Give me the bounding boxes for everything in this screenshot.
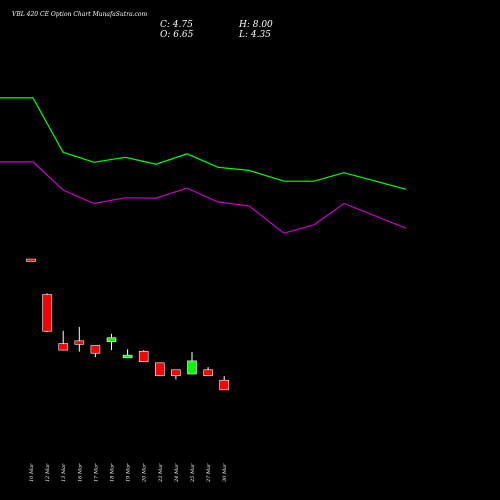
- candle-body: [219, 379, 229, 391]
- x-tick-label: 20 Mar: [142, 463, 148, 483]
- lower-indicator-line: [0, 161, 407, 234]
- close-value: C: 4.75: [160, 20, 193, 30]
- candle-body: [74, 340, 85, 345]
- candle-body: [90, 345, 101, 354]
- x-tick-label: 13 Mar: [61, 463, 67, 482]
- x-tick-label: 12 Mar: [45, 463, 51, 482]
- candle-body: [187, 360, 197, 375]
- candle-body: [138, 350, 149, 362]
- x-tick-label: 30 Mar: [222, 463, 228, 482]
- x-tick-label: 16 Mar: [77, 463, 83, 482]
- candle-body: [58, 343, 69, 351]
- candle-body: [171, 369, 181, 376]
- candle-body: [26, 258, 36, 262]
- high-value: H: 8.00: [239, 20, 273, 30]
- x-tick-label: 19 Mar: [126, 463, 132, 482]
- open-value: O: 6.65: [160, 30, 194, 40]
- x-tick-label: 25 Mar: [190, 463, 196, 483]
- low-value: L: 4.35: [239, 30, 271, 40]
- candle-body: [42, 294, 52, 332]
- x-tick-label: 24 Mar: [174, 463, 180, 483]
- candle-body: [106, 337, 117, 342]
- chart-title: VBL 420 CE Option Chart MunafaSutra.com: [12, 11, 148, 18]
- x-tick-label: 10 Mar: [29, 463, 35, 482]
- x-tick-label: 27 Mar: [206, 463, 212, 483]
- candle-body: [122, 354, 133, 359]
- candle-body: [155, 362, 165, 376]
- x-tick-label: 17 Mar: [93, 463, 99, 482]
- candle-body: [203, 369, 213, 376]
- x-tick-label: 23 Mar: [158, 463, 164, 483]
- x-tick-label: 18 Mar: [110, 463, 116, 482]
- upper-indicator-line: [0, 97, 407, 190]
